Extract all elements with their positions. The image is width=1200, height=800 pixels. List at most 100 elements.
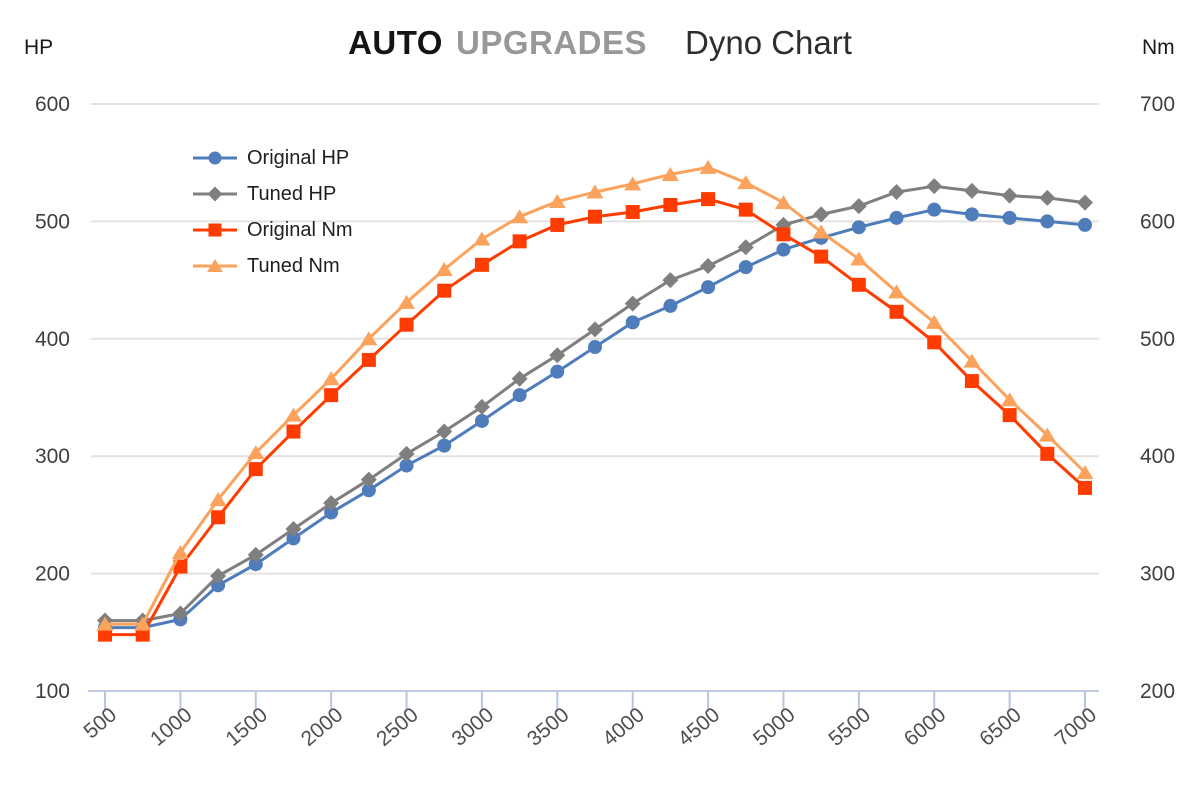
marker-tuned-hp bbox=[549, 347, 566, 364]
marker-tuned-hp bbox=[360, 471, 377, 488]
marker-original-hp bbox=[776, 242, 791, 257]
marker-tuned-nm bbox=[925, 314, 943, 329]
right-y-tick-label: 200 bbox=[1140, 680, 1175, 703]
x-tick-label: 3000 bbox=[448, 703, 499, 751]
marker-original-nm bbox=[324, 388, 339, 403]
legend-marker-triangle-icon bbox=[193, 259, 237, 273]
legend-marker-diamond-icon bbox=[193, 186, 237, 202]
marker-original-nm bbox=[738, 202, 753, 217]
marker-tuned-hp bbox=[737, 239, 754, 256]
x-tick-label: 2500 bbox=[372, 703, 423, 751]
marker-original-nm bbox=[211, 510, 226, 525]
marker-original-hp bbox=[1078, 217, 1092, 232]
marker-original-nm bbox=[776, 227, 791, 242]
marker-original-hp bbox=[211, 578, 226, 593]
marker-tuned-hp bbox=[926, 178, 943, 195]
marker-tuned-nm bbox=[1038, 427, 1056, 442]
marker-tuned-hp bbox=[1039, 189, 1056, 206]
marker-original-nm bbox=[512, 234, 527, 249]
marker-tuned-nm bbox=[322, 371, 340, 386]
marker-original-nm bbox=[851, 277, 866, 292]
x-tick-label: 6000 bbox=[900, 703, 951, 751]
marker-tuned-nm bbox=[473, 231, 491, 246]
marker-tuned-nm bbox=[661, 166, 679, 181]
x-tick-label: 7000 bbox=[1051, 703, 1102, 751]
marker-original-hp bbox=[1002, 210, 1017, 225]
marker-original-nm bbox=[286, 424, 301, 439]
legend-item-tuned-hp[interactable]: Tuned HP bbox=[192, 176, 353, 212]
marker-tuned-hp bbox=[210, 567, 227, 584]
marker-original-hp bbox=[324, 505, 339, 520]
marker-tuned-nm bbox=[548, 193, 566, 208]
marker-tuned-nm bbox=[435, 262, 453, 277]
marker-tuned-hp bbox=[662, 272, 679, 289]
marker-original-hp bbox=[964, 207, 979, 222]
marker-original-nm bbox=[625, 205, 640, 220]
marker-original-nm bbox=[1040, 446, 1055, 461]
legend-label-tuned-nm: Tuned Nm bbox=[247, 254, 340, 277]
right-y-tick-label: 500 bbox=[1140, 328, 1175, 351]
legend-marker-circle bbox=[208, 151, 222, 165]
marker-original-nm bbox=[1002, 408, 1017, 423]
legend-marker-square-icon bbox=[193, 223, 237, 237]
marker-original-nm bbox=[927, 335, 942, 350]
legend-marker-circle-icon bbox=[193, 151, 237, 165]
marker-tuned-hp bbox=[1001, 187, 1018, 204]
chart-title: AUTO UPGRADES Dyno Chart bbox=[0, 24, 1200, 62]
marker-tuned-nm bbox=[624, 176, 642, 191]
marker-tuned-nm bbox=[209, 492, 227, 507]
marker-tuned-nm bbox=[774, 195, 792, 210]
left-y-tick-label: 400 bbox=[35, 328, 70, 351]
marker-original-hp bbox=[701, 280, 716, 295]
x-tick-label: 3500 bbox=[523, 703, 574, 751]
right-y-tick-label: 300 bbox=[1140, 563, 1175, 586]
marker-tuned-nm bbox=[1076, 465, 1094, 480]
marker-original-nm bbox=[173, 559, 188, 574]
left-y-tick-label: 300 bbox=[35, 445, 70, 468]
marker-tuned-nm bbox=[511, 209, 529, 224]
left-axis-unit-label: HP bbox=[24, 36, 54, 59]
marker-original-nm bbox=[399, 317, 414, 332]
legend-item-original-nm[interactable]: Original Nm bbox=[192, 212, 353, 248]
marker-tuned-nm bbox=[850, 251, 868, 266]
marker-tuned-nm bbox=[737, 175, 755, 190]
marker-tuned-hp bbox=[511, 370, 528, 387]
marker-original-hp bbox=[286, 531, 301, 546]
marker-tuned-hp bbox=[624, 295, 641, 312]
x-tick-label: 1000 bbox=[146, 703, 197, 751]
marker-tuned-hp bbox=[1077, 194, 1093, 211]
marker-original-nm bbox=[98, 627, 112, 642]
marker-original-nm bbox=[964, 374, 979, 389]
legend-marker-triangle bbox=[207, 259, 223, 273]
marker-original-hp bbox=[927, 202, 942, 217]
legend-item-original-hp[interactable]: Original HP bbox=[192, 140, 353, 176]
marker-tuned-hp bbox=[888, 184, 905, 201]
marker-original-nm bbox=[889, 304, 904, 319]
legend-item-tuned-nm[interactable]: Tuned Nm bbox=[192, 248, 353, 284]
marker-tuned-nm bbox=[963, 353, 981, 368]
marker-original-hp bbox=[550, 364, 565, 379]
legend-label-original-nm: Original Nm bbox=[247, 218, 353, 241]
marker-original-hp bbox=[248, 557, 263, 572]
left-y-tick-label: 100 bbox=[35, 680, 70, 703]
right-y-tick-label: 600 bbox=[1140, 210, 1175, 233]
marker-tuned-hp bbox=[436, 423, 453, 440]
marker-tuned-hp bbox=[323, 495, 340, 512]
marker-tuned-nm bbox=[586, 184, 604, 199]
marker-tuned-nm bbox=[96, 616, 114, 631]
marker-original-hp bbox=[437, 438, 452, 453]
marker-original-nm bbox=[814, 249, 829, 264]
right-y-tick-label: 400 bbox=[1140, 445, 1175, 468]
left-y-tick-label: 200 bbox=[35, 563, 70, 586]
x-tick-label: 4500 bbox=[674, 703, 725, 751]
x-tick-label: 6500 bbox=[975, 703, 1026, 751]
marker-original-hp bbox=[663, 298, 678, 313]
right-axis-unit-label: Nm bbox=[1142, 36, 1175, 59]
brand-name-secondary: UPGRADES bbox=[455, 24, 648, 61]
marker-original-hp bbox=[361, 483, 376, 498]
marker-original-hp bbox=[588, 340, 602, 355]
marker-tuned-nm bbox=[284, 407, 302, 422]
marker-original-nm bbox=[135, 627, 150, 642]
